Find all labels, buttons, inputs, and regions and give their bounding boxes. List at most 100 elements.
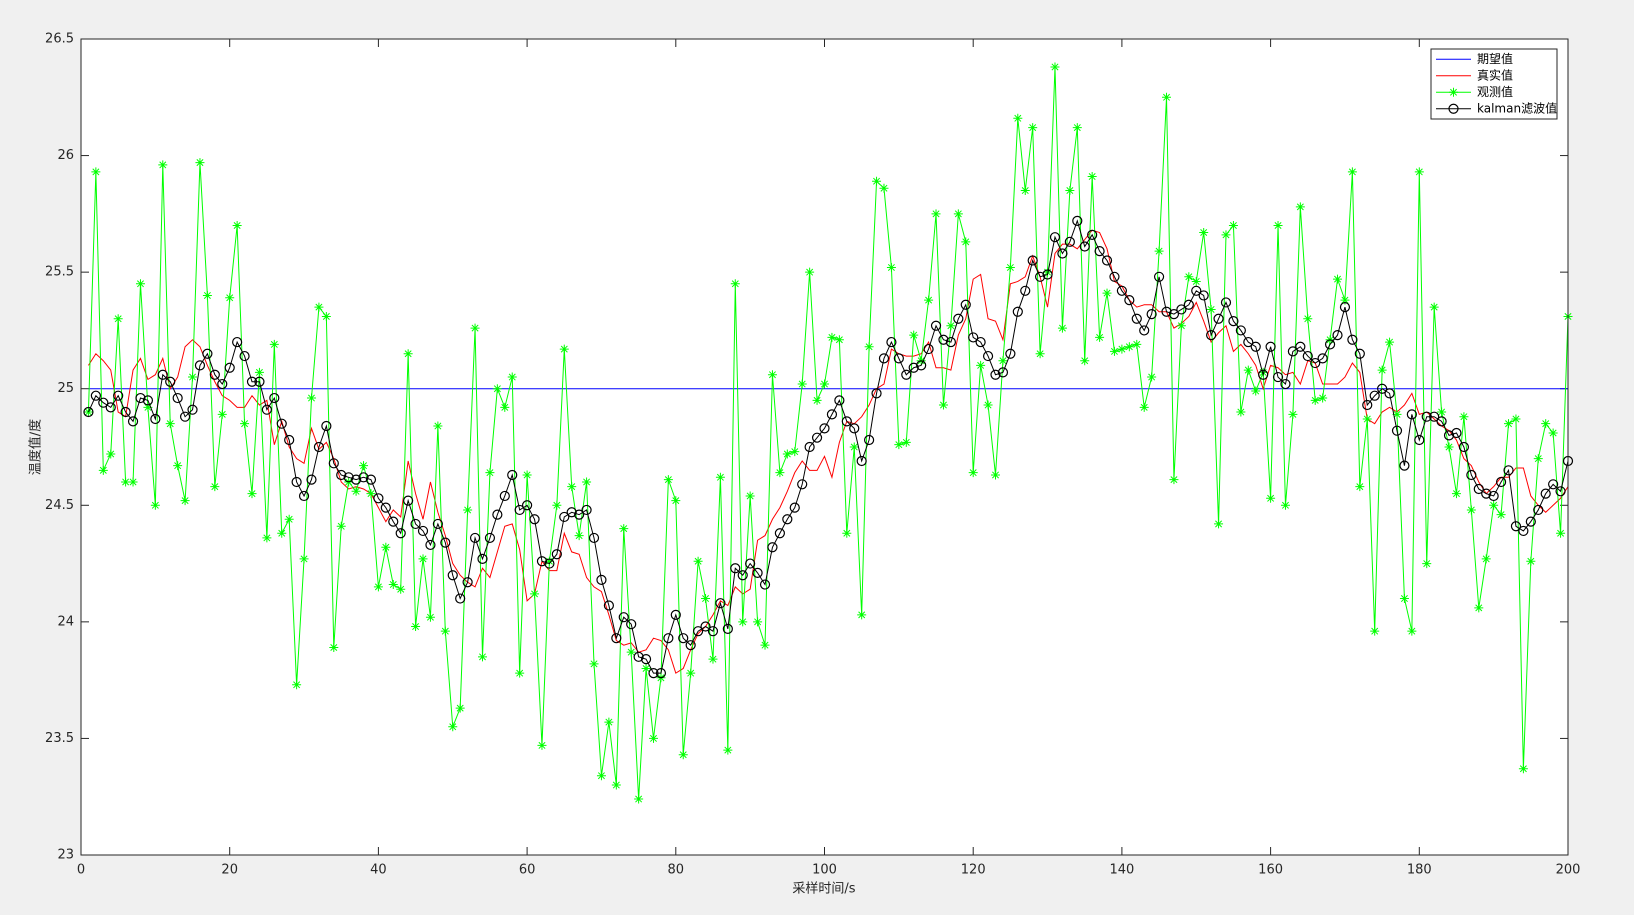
star-stroke (1399, 594, 1409, 604)
star-stroke (738, 617, 748, 627)
circle-marker (908, 362, 919, 373)
star-stroke (1347, 167, 1357, 177)
circle-marker (1116, 285, 1128, 296)
star-marker (961, 237, 971, 247)
circle-marker (380, 502, 391, 513)
star-stroke (1072, 123, 1082, 133)
circle-marker (321, 420, 332, 432)
circle-marker (113, 390, 124, 401)
star-marker (373, 582, 383, 592)
star-marker (143, 402, 153, 412)
star-stroke (1295, 202, 1305, 212)
circle-marker (187, 404, 198, 415)
star-marker (1243, 365, 1253, 375)
circle-marker (923, 343, 934, 355)
circle-marker (707, 626, 719, 637)
circle-marker (1220, 297, 1232, 308)
star-stroke (381, 542, 391, 552)
star-marker (359, 461, 369, 471)
star-stroke (515, 668, 525, 678)
circle-marker (774, 528, 785, 539)
star-marker (1422, 559, 1432, 569)
x-tick-label: 40 (370, 863, 387, 878)
star-stroke (701, 594, 711, 604)
circle-marker (469, 532, 481, 544)
star-marker (165, 419, 175, 429)
star-marker (1005, 262, 1015, 272)
star-stroke (262, 533, 272, 543)
star-marker (820, 379, 829, 389)
star-marker (619, 524, 629, 534)
circle-marker (1027, 255, 1038, 266)
star-stroke (537, 740, 547, 750)
star-marker (1504, 419, 1514, 429)
star-marker (1496, 510, 1506, 520)
star-marker (805, 267, 815, 277)
circle-marker (83, 406, 94, 418)
star-stroke (567, 482, 577, 492)
star-marker (1102, 288, 1112, 298)
star-marker (953, 209, 963, 219)
circle-marker (1555, 486, 1566, 497)
star-marker (648, 733, 658, 743)
star-marker (277, 528, 287, 538)
circle-marker (745, 558, 756, 569)
circle-marker (968, 332, 979, 343)
star-marker (1355, 482, 1365, 492)
circle-marker (730, 563, 741, 574)
star-stroke (1466, 505, 1476, 515)
circle-marker (626, 619, 637, 630)
star-marker (723, 745, 733, 755)
circle-marker (1339, 302, 1351, 313)
circle-marker (588, 532, 600, 544)
star-marker (128, 477, 138, 487)
legend-label: 真实值 (1477, 67, 1513, 82)
star-marker (976, 360, 986, 370)
circle-marker (990, 369, 1001, 380)
star-marker (991, 470, 1001, 480)
star-marker (574, 531, 584, 541)
legend-marker (1449, 87, 1458, 97)
star-stroke (83, 407, 93, 417)
star-stroke (1355, 482, 1365, 492)
circle-marker (1228, 316, 1239, 327)
star-marker (1095, 332, 1105, 342)
circle-marker (797, 479, 808, 490)
star-marker (730, 279, 740, 289)
star-marker (135, 279, 145, 289)
circle-marker (1406, 409, 1417, 420)
y-tick-label: 26.5 (45, 32, 74, 47)
circle-marker (1466, 469, 1477, 481)
circle-marker (1369, 390, 1380, 401)
star-stroke (448, 722, 458, 732)
star-stroke (1526, 556, 1536, 566)
star-stroke (1459, 412, 1469, 422)
star-marker (1132, 339, 1142, 349)
circle-marker (224, 362, 235, 373)
star-stroke (611, 780, 621, 790)
circle-marker (105, 402, 116, 413)
star-stroke (1005, 262, 1015, 272)
star-stroke (1362, 414, 1372, 424)
star-stroke (574, 531, 584, 541)
star-marker (262, 533, 272, 543)
star-stroke (135, 279, 145, 289)
circle-marker (804, 441, 815, 453)
circle-marker (358, 472, 369, 483)
y-tick-label: 23.5 (45, 731, 74, 746)
circle-marker (246, 376, 258, 387)
star-stroke (1533, 454, 1543, 464)
star-marker (1370, 626, 1380, 636)
circle-marker (1503, 465, 1514, 476)
circle-marker (269, 392, 280, 404)
star-stroke (373, 582, 383, 592)
star-marker (1236, 407, 1246, 417)
legend-label: 观测值 (1477, 84, 1513, 99)
star-stroke (753, 617, 763, 627)
star-stroke (1124, 342, 1134, 352)
star-stroke (968, 468, 978, 478)
star-marker (834, 335, 844, 345)
star-stroke (1266, 493, 1276, 503)
